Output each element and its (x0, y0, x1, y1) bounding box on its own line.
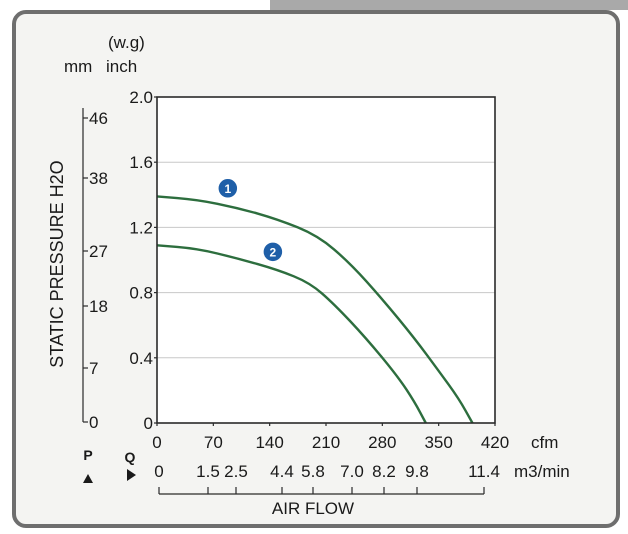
x-tick-label: 70 (204, 433, 223, 452)
y2-tick-label: 38 (89, 169, 108, 188)
y-tick-label: 0.4 (129, 349, 153, 368)
y-tick-label: 1.2 (129, 218, 153, 237)
airflow-ruler (158, 487, 485, 495)
y2-tick-label: 18 (89, 297, 108, 316)
unit-inch-label: inch (106, 57, 137, 76)
y2-tick-label: 27 (89, 242, 108, 261)
y-tick-label: 1.6 (129, 153, 153, 172)
x-tick-label: 280 (368, 433, 396, 452)
x2-tick-label: 0 (154, 462, 163, 481)
x2-tick-label: 11.4 (468, 462, 500, 481)
x-tick-label: 420 (481, 433, 509, 452)
q-right-triangle (127, 469, 136, 481)
y-tick-label: 2.0 (129, 88, 153, 107)
x-unit-label: cfm (531, 433, 558, 452)
x2-unit-label: m3/min (514, 462, 570, 481)
p-label: P (83, 447, 92, 463)
x2-tick-label: 5.8 (301, 462, 325, 481)
p-up-triangle (83, 474, 93, 483)
top-bar (270, 0, 628, 10)
x-axis-label: AIR FLOW (272, 499, 354, 518)
x2-tick-label: 1.5 (196, 462, 220, 481)
y2-tick-label: 7 (89, 359, 98, 378)
series-marker-label: 2 (270, 245, 277, 259)
x-tick-label: 350 (424, 433, 452, 452)
x2-tick-label: 4.4 (270, 462, 294, 481)
markers: 12 (217, 177, 284, 263)
x-tick-label: 210 (312, 433, 340, 452)
x-tick-label: 140 (255, 433, 283, 452)
series-marker-badge (262, 241, 284, 263)
q-label: Q (125, 449, 136, 465)
unit-mm-label: mm (64, 57, 92, 76)
x2-tick-label: 2.5 (224, 462, 248, 481)
x2-tick-label: 7.0 (340, 462, 364, 481)
x2-tick-label: 8.2 (372, 462, 396, 481)
series-marker-badge (217, 177, 239, 200)
y-tick-label: 0 (144, 414, 153, 433)
y2-tick-label: 0 (89, 413, 98, 432)
series-marker-label: 1 (224, 182, 231, 196)
x-tick-label: 0 (152, 433, 161, 452)
y2-tick-label: 46 (89, 109, 108, 128)
x2-tick-label: 9.8 (405, 462, 429, 481)
grid-lines (157, 161, 495, 359)
series-line (156, 195, 474, 424)
y-axis-label: STATIC PRESSURE H2O (47, 160, 67, 367)
series-line (156, 244, 427, 424)
y-tick-label: 0.8 (129, 284, 153, 303)
plot-area (157, 97, 495, 423)
curves (156, 195, 474, 424)
unit-top-label: (w.g) (108, 33, 145, 52)
